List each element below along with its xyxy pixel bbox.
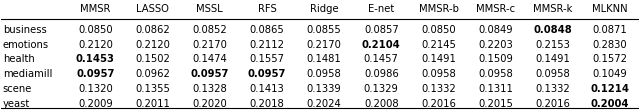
Text: 0.1457: 0.1457 [364, 54, 399, 65]
Text: MLKNN: MLKNN [592, 4, 628, 14]
Text: 0.0957: 0.0957 [191, 69, 229, 79]
Text: 0.0962: 0.0962 [135, 69, 170, 79]
Text: MMSR-c: MMSR-c [476, 4, 515, 14]
Text: 0.2016: 0.2016 [421, 99, 456, 109]
Text: scene: scene [3, 84, 32, 94]
Text: 0.2011: 0.2011 [135, 99, 170, 109]
Text: mediamill: mediamill [3, 69, 52, 79]
Text: 0.1355: 0.1355 [135, 84, 170, 94]
Text: business: business [3, 25, 47, 35]
Text: 0.2024: 0.2024 [307, 99, 342, 109]
Text: 0.2170: 0.2170 [193, 40, 227, 50]
Text: E-net: E-net [368, 4, 394, 14]
Text: 0.2830: 0.2830 [593, 40, 627, 50]
Text: 0.1311: 0.1311 [478, 84, 513, 94]
Text: 0.0848: 0.0848 [534, 25, 572, 35]
Text: 0.0958: 0.0958 [536, 69, 570, 79]
Text: 0.0850: 0.0850 [78, 25, 113, 35]
Text: 0.0850: 0.0850 [421, 25, 456, 35]
Text: 0.2170: 0.2170 [307, 40, 342, 50]
Text: 0.2145: 0.2145 [421, 40, 456, 50]
Text: 0.1332: 0.1332 [536, 84, 570, 94]
Text: Ridge: Ridge [310, 4, 339, 14]
Text: 0.1557: 0.1557 [250, 54, 284, 65]
Text: 0.1413: 0.1413 [250, 84, 284, 94]
Text: 0.0986: 0.0986 [364, 69, 399, 79]
Text: health: health [3, 54, 35, 65]
Text: 0.2008: 0.2008 [364, 99, 399, 109]
Text: 0.2112: 0.2112 [250, 40, 284, 50]
Text: 0.2016: 0.2016 [536, 99, 570, 109]
Text: 0.0871: 0.0871 [593, 25, 627, 35]
Text: 0.0862: 0.0862 [135, 25, 170, 35]
Text: 0.1572: 0.1572 [593, 54, 628, 65]
Text: 0.1214: 0.1214 [591, 84, 630, 94]
Text: 0.1491: 0.1491 [421, 54, 456, 65]
Text: 0.2009: 0.2009 [78, 99, 113, 109]
Text: 0.1481: 0.1481 [307, 54, 342, 65]
Text: 0.2120: 0.2120 [135, 40, 170, 50]
Text: 0.1339: 0.1339 [307, 84, 342, 94]
Text: 0.0957: 0.0957 [248, 69, 286, 79]
Text: RFS: RFS [257, 4, 276, 14]
Text: 0.0865: 0.0865 [250, 25, 284, 35]
Text: 0.2004: 0.2004 [591, 99, 629, 109]
Text: 0.1328: 0.1328 [193, 84, 227, 94]
Text: 0.2015: 0.2015 [478, 99, 513, 109]
Text: 0.0857: 0.0857 [364, 25, 399, 35]
Text: MSSL: MSSL [196, 4, 223, 14]
Text: 0.2104: 0.2104 [362, 40, 401, 50]
Text: 0.1329: 0.1329 [364, 84, 399, 94]
Text: 0.0855: 0.0855 [307, 25, 342, 35]
Text: yeast: yeast [3, 99, 30, 109]
Text: 0.2018: 0.2018 [250, 99, 284, 109]
Text: LASSO: LASSO [136, 4, 169, 14]
Text: 0.0957: 0.0957 [76, 69, 115, 79]
Text: 0.0958: 0.0958 [478, 69, 513, 79]
Text: 0.2153: 0.2153 [536, 40, 570, 50]
Text: 0.0958: 0.0958 [421, 69, 456, 79]
Text: 0.0958: 0.0958 [307, 69, 342, 79]
Text: 0.2120: 0.2120 [78, 40, 113, 50]
Text: MMSR-k: MMSR-k [533, 4, 573, 14]
Text: 0.1474: 0.1474 [193, 54, 227, 65]
Text: 0.1509: 0.1509 [478, 54, 513, 65]
Text: 0.1049: 0.1049 [593, 69, 627, 79]
Text: 0.1320: 0.1320 [78, 84, 113, 94]
Text: 0.0852: 0.0852 [193, 25, 227, 35]
Text: 0.1502: 0.1502 [135, 54, 170, 65]
Text: 0.0849: 0.0849 [478, 25, 513, 35]
Text: 0.2020: 0.2020 [193, 99, 227, 109]
Text: 0.1453: 0.1453 [76, 54, 115, 65]
Text: 0.2203: 0.2203 [478, 40, 513, 50]
Text: emotions: emotions [3, 40, 49, 50]
Text: MMSR: MMSR [80, 4, 111, 14]
Text: 0.1491: 0.1491 [536, 54, 570, 65]
Text: MMSR-b: MMSR-b [419, 4, 458, 14]
Text: 0.1332: 0.1332 [421, 84, 456, 94]
